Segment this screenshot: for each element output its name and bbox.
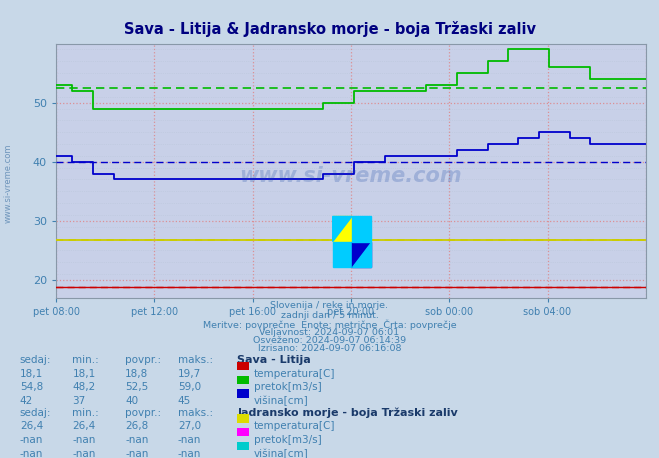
Text: 27,0: 27,0 [178, 421, 201, 431]
Text: pretok[m3/s]: pretok[m3/s] [254, 435, 322, 445]
Text: -nan: -nan [178, 449, 201, 458]
Text: Sava - Litija & Jadransko morje - boja Tržaski zaliv: Sava - Litija & Jadransko morje - boja T… [123, 21, 536, 37]
Text: temperatura[C]: temperatura[C] [254, 421, 335, 431]
Text: 18,1: 18,1 [72, 369, 96, 379]
Bar [352, 217, 371, 241]
Text: -nan: -nan [72, 435, 96, 445]
Text: -nan: -nan [20, 449, 43, 458]
Text: min.:: min.: [72, 408, 100, 418]
Text: 19,7: 19,7 [178, 369, 201, 379]
Text: 37: 37 [72, 396, 86, 406]
Text: -nan: -nan [20, 435, 43, 445]
Bar [333, 217, 352, 241]
Text: 52,5: 52,5 [125, 382, 148, 393]
Text: Meritve: povprečne  Enote: metrične  Črta: povprečje: Meritve: povprečne Enote: metrične Črta:… [203, 319, 456, 330]
Text: zadnji dan / 5 minut.: zadnji dan / 5 minut. [281, 311, 378, 320]
Text: 26,4: 26,4 [72, 421, 96, 431]
Text: Izrisano: 2024-09-07 06:16:08: Izrisano: 2024-09-07 06:16:08 [258, 344, 401, 354]
Text: 42: 42 [20, 396, 33, 406]
Text: Jadransko morje - boja Tržaski zaliv: Jadransko morje - boja Tržaski zaliv [237, 408, 458, 418]
Text: maks.:: maks.: [178, 355, 213, 365]
Text: 45: 45 [178, 396, 191, 406]
Text: -nan: -nan [72, 449, 96, 458]
Text: 26,8: 26,8 [125, 421, 148, 431]
Text: Slovenija / reke in morje.: Slovenija / reke in morje. [270, 301, 389, 311]
Text: 18,1: 18,1 [20, 369, 43, 379]
Text: 40: 40 [125, 396, 138, 406]
Text: višina[cm]: višina[cm] [254, 396, 308, 407]
Text: sedaj:: sedaj: [20, 408, 51, 418]
Text: temperatura[C]: temperatura[C] [254, 369, 335, 379]
Text: -nan: -nan [125, 435, 148, 445]
Polygon shape [352, 241, 371, 267]
Bar [333, 241, 352, 267]
Text: 54,8: 54,8 [20, 382, 43, 393]
Polygon shape [333, 217, 352, 241]
Text: maks.:: maks.: [178, 408, 213, 418]
Text: Osveženo: 2024-09-07 06:14:39: Osveženo: 2024-09-07 06:14:39 [253, 336, 406, 345]
Text: 18,8: 18,8 [125, 369, 148, 379]
Text: pretok[m3/s]: pretok[m3/s] [254, 382, 322, 393]
Bar [352, 241, 371, 267]
Text: -nan: -nan [125, 449, 148, 458]
Text: višina[cm]: višina[cm] [254, 449, 308, 458]
Text: -nan: -nan [178, 435, 201, 445]
Text: Veljavnost: 2024-09-07 06:01: Veljavnost: 2024-09-07 06:01 [260, 328, 399, 337]
Text: povpr.:: povpr.: [125, 408, 161, 418]
Text: 26,4: 26,4 [20, 421, 43, 431]
Text: Sava - Litija: Sava - Litija [237, 355, 311, 365]
Text: povpr.:: povpr.: [125, 355, 161, 365]
Text: 48,2: 48,2 [72, 382, 96, 393]
Text: www.si-vreme.com: www.si-vreme.com [3, 143, 13, 223]
Text: 59,0: 59,0 [178, 382, 201, 393]
Text: www.si-vreme.com: www.si-vreme.com [240, 166, 462, 185]
Text: min.:: min.: [72, 355, 100, 365]
Text: sedaj:: sedaj: [20, 355, 51, 365]
